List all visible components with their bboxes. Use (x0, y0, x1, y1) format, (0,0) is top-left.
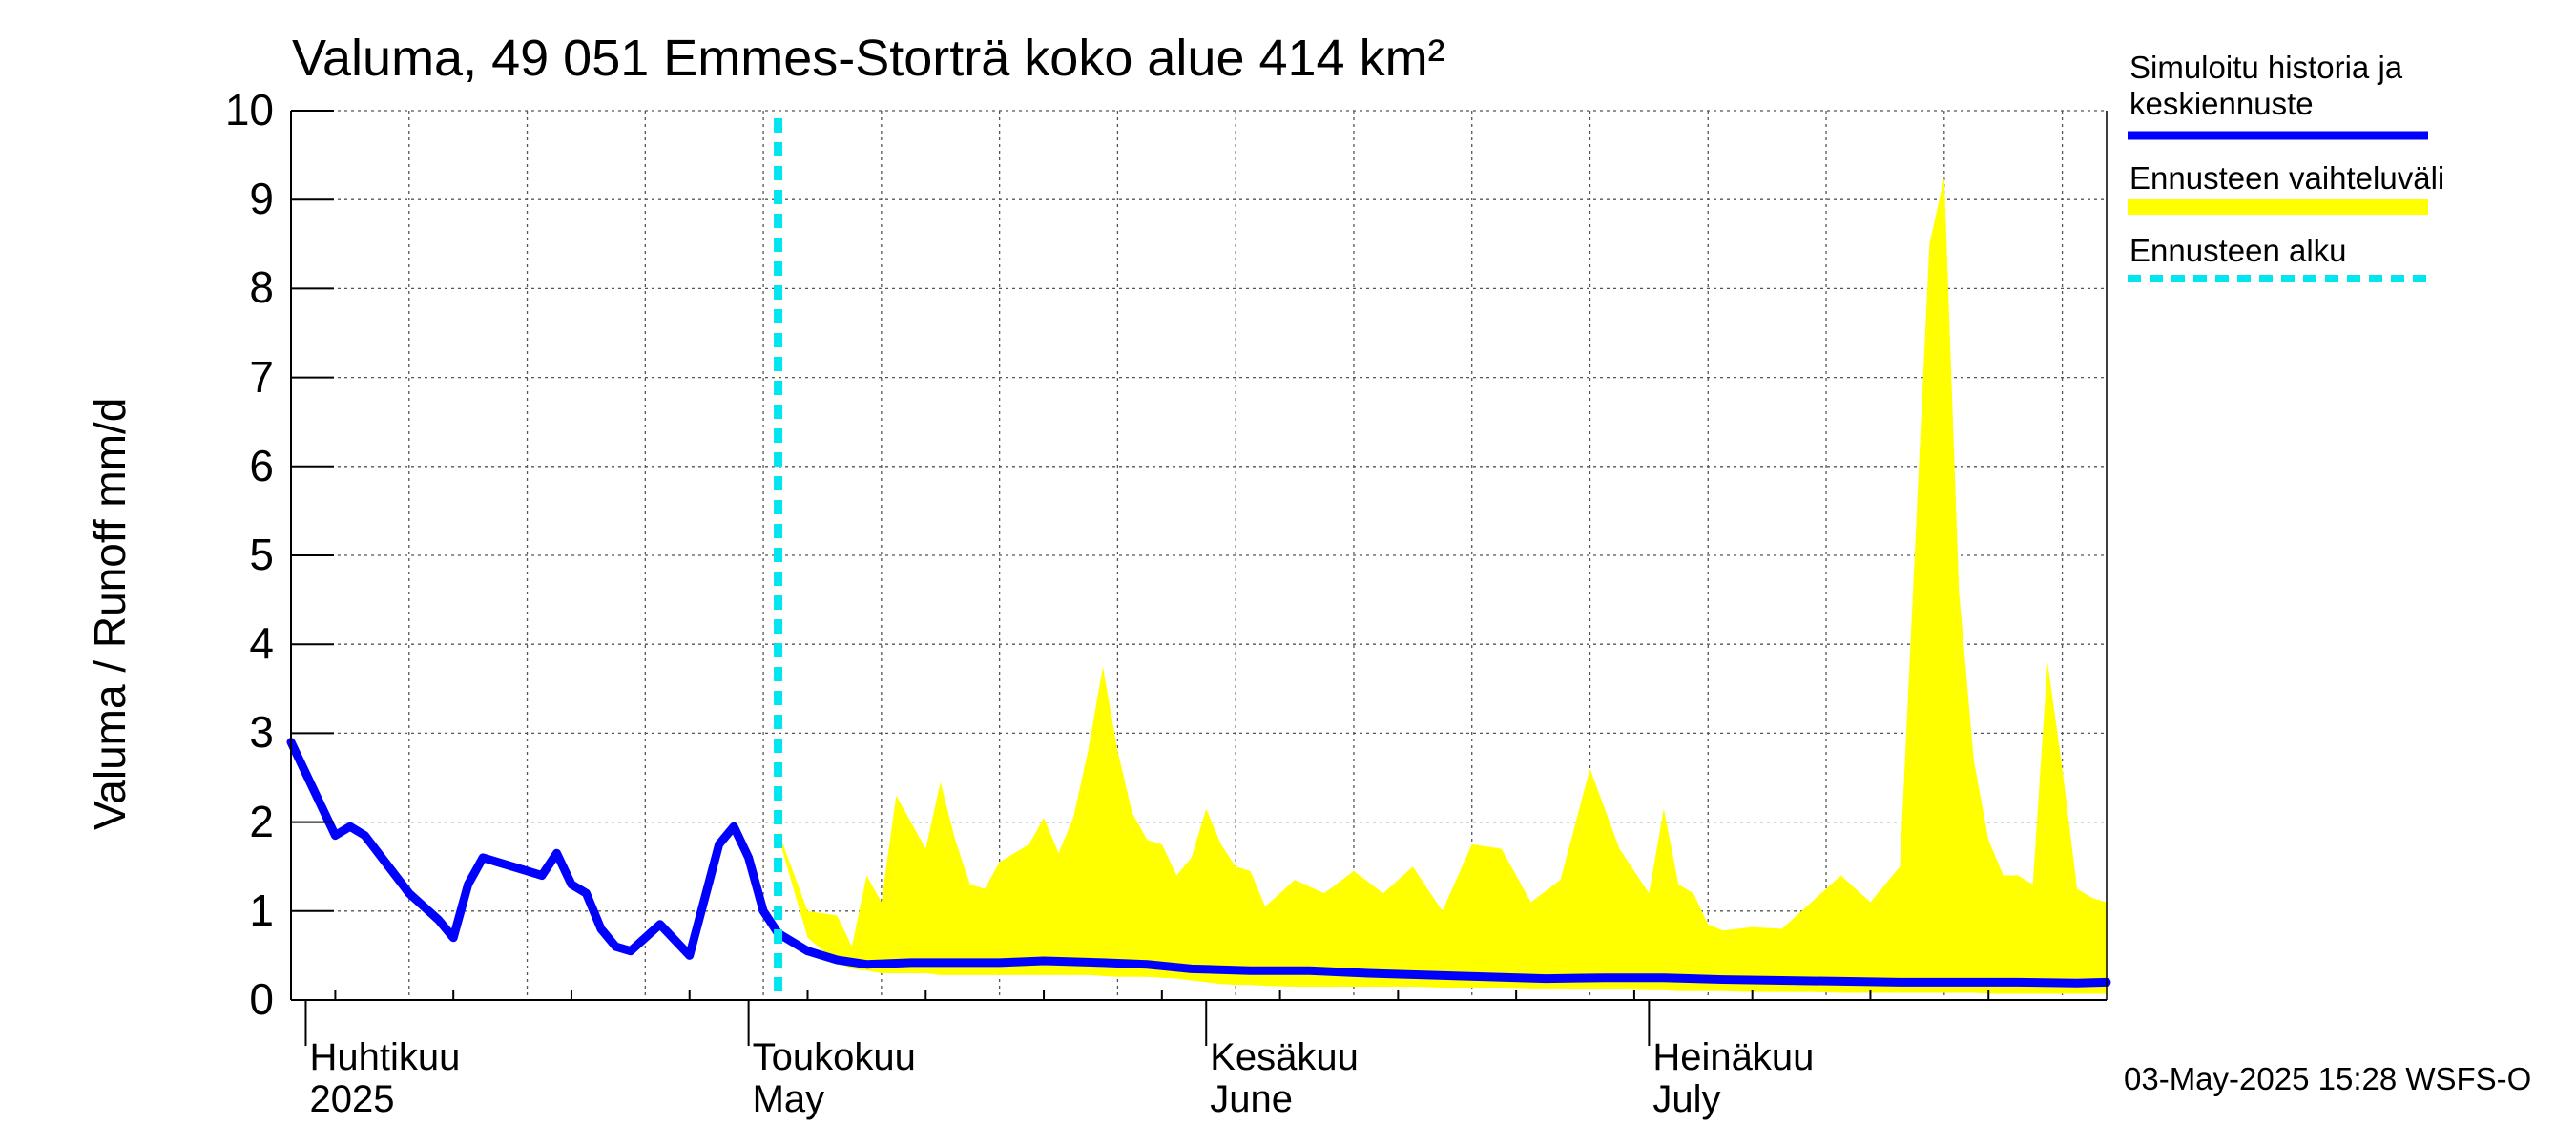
legend-label-range: Ennusteen vaihteluväli (2129, 160, 2445, 196)
chart-title: Valuma, 49 051 Emmes-Storträ koko alue 4… (292, 30, 1445, 87)
x-month-label-fi: Kesäkuu (1210, 1036, 1359, 1078)
y-tick-label: 0 (249, 974, 274, 1024)
legend-label-forecast-start: Ennusteen alku (2129, 233, 2347, 268)
legend-label-simulated-text: Simuloitu historia ja keskiennuste (2129, 50, 2403, 121)
x-month-label-fi: Heinäkuu (1652, 1036, 1815, 1078)
simulated-runoff-line (286, 738, 2111, 988)
legend-symbols (2128, 131, 2428, 282)
x-month-label-fi: Toukokuu (752, 1036, 916, 1078)
y-tick-label: 5 (249, 530, 274, 579)
y-tick-label: 1 (249, 885, 274, 935)
y-axis-label: Valuma / Runoff mm/d (85, 397, 135, 830)
x-month-label-fi: Huhtikuu (309, 1036, 461, 1078)
x-month-label-en: July (1652, 1078, 1721, 1120)
y-tick-label: 8 (249, 262, 274, 313)
grid-lines (291, 110, 2107, 1001)
axes (290, 110, 2108, 1046)
x-month-label-en: 2025 (309, 1078, 395, 1120)
simulated-history-layer (286, 738, 2111, 988)
x-month-label-en: June (1210, 1078, 1293, 1120)
timestamp: 03-May-2025 15:28 WSFS-O (2124, 1061, 2532, 1096)
x-month-label-en: May (752, 1078, 825, 1120)
y-tick-label: 7 (249, 351, 274, 402)
y-tick-label: 10 (224, 85, 274, 135)
y-tick-label: 9 (249, 174, 274, 224)
y-tick-label: 6 (249, 440, 274, 490)
y-tick-label: 2 (249, 796, 274, 846)
forecast-range-area (778, 177, 2107, 994)
y-tick-label: 3 (249, 707, 274, 758)
forecast-range-layer (778, 177, 2107, 994)
y-tick-label: 4 (249, 618, 274, 669)
legend-label-simulated: Simuloitu historia ja keskiennuste (2129, 50, 2402, 122)
